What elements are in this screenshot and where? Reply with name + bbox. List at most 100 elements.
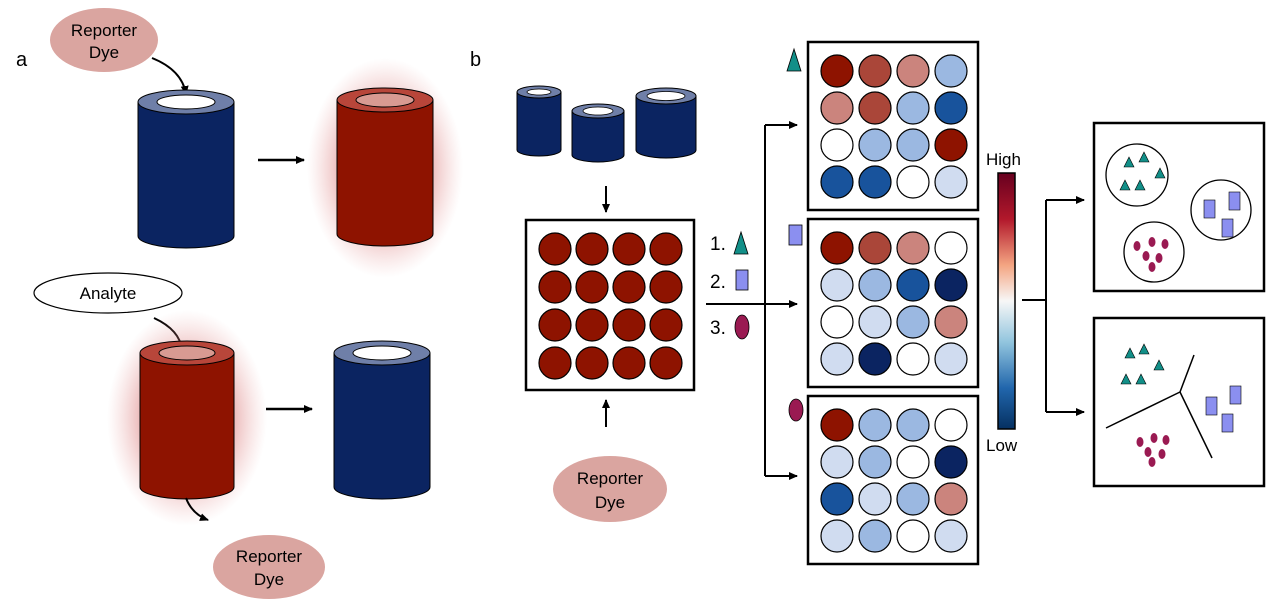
color-scale: High Low bbox=[986, 150, 1021, 455]
initial-well bbox=[649, 346, 683, 380]
heatmap-1-well bbox=[934, 54, 968, 88]
release-arrow bbox=[185, 497, 209, 521]
heatmap-1-well bbox=[934, 128, 968, 162]
heatmap-2-well bbox=[896, 268, 930, 302]
heatmap-2-well bbox=[858, 231, 892, 265]
panel-b-label: b bbox=[470, 49, 481, 71]
heatmap-3-well bbox=[820, 445, 854, 479]
heatmap-2-well bbox=[858, 342, 892, 376]
small-cylinder-1 bbox=[516, 85, 562, 157]
classified-rectangles bbox=[1205, 385, 1242, 433]
bind-arrow-top bbox=[151, 57, 189, 95]
branch-arrows-left bbox=[706, 121, 798, 480]
heatmap-1-well bbox=[858, 54, 892, 88]
heatmap-3-well bbox=[858, 519, 892, 553]
heatmap-3-well bbox=[820, 519, 854, 553]
heatmap-3-well bbox=[896, 408, 930, 442]
heatmap-2-rectangle-icon bbox=[788, 224, 803, 246]
initial-well bbox=[538, 232, 572, 266]
heatmap-1-well bbox=[896, 128, 930, 162]
initial-well bbox=[612, 232, 646, 266]
heatmap-2-well bbox=[896, 231, 930, 265]
classified-triangles bbox=[1120, 343, 1165, 385]
cluster-triangles bbox=[1105, 143, 1169, 207]
initial-well bbox=[649, 270, 683, 304]
heatmap-2-well bbox=[820, 342, 854, 376]
branch-arrows-right bbox=[1022, 196, 1085, 416]
heatmap-3-well bbox=[858, 408, 892, 442]
step-1-triangle-icon bbox=[733, 230, 749, 255]
heatmap-1-well bbox=[858, 91, 892, 125]
heatmap-3-well bbox=[858, 482, 892, 516]
red-cylinder-glowing-bottom bbox=[107, 310, 267, 526]
heatmap-2-well bbox=[934, 231, 968, 265]
initial-well bbox=[575, 308, 609, 342]
heatmap-1-well bbox=[896, 165, 930, 199]
heatmap-wells bbox=[820, 54, 968, 553]
panel-a-label: a bbox=[16, 49, 28, 71]
heatmap-3-well bbox=[820, 408, 854, 442]
initial-wells bbox=[538, 232, 683, 380]
initial-well bbox=[538, 346, 572, 380]
svg-text:Dye: Dye bbox=[254, 570, 284, 589]
step-3-ellipse-icon bbox=[734, 314, 750, 340]
svg-text:Reporter: Reporter bbox=[236, 547, 302, 566]
red-cylinder-glowing-top bbox=[307, 58, 463, 278]
heatmap-3-well bbox=[934, 519, 968, 553]
initial-well bbox=[575, 270, 609, 304]
heatmap-2-well bbox=[934, 342, 968, 376]
initial-well bbox=[612, 308, 646, 342]
heatmap-2-well bbox=[858, 268, 892, 302]
heatmap-1-well bbox=[896, 91, 930, 125]
heatmap-1-well bbox=[896, 54, 930, 88]
heatmap-1-triangle-icon bbox=[786, 47, 802, 72]
analyte-step-list: 1. 2. 3. bbox=[710, 230, 750, 340]
initial-well bbox=[575, 346, 609, 380]
initial-well bbox=[649, 308, 683, 342]
heatmap-3-well bbox=[820, 482, 854, 516]
scale-bar bbox=[997, 172, 1016, 430]
analyte-oval: Analyte bbox=[33, 272, 183, 314]
reporter-dye-b: Reporter Dye bbox=[553, 456, 667, 522]
svg-text:Reporter: Reporter bbox=[577, 469, 643, 488]
svg-text:Dye: Dye bbox=[595, 493, 625, 512]
heatmap-3-well bbox=[896, 482, 930, 516]
blue-cylinder-top-left bbox=[137, 89, 235, 249]
step-3-label: 3. bbox=[710, 318, 726, 339]
heatmap-1-well bbox=[820, 91, 854, 125]
heatmap-2-well bbox=[820, 231, 854, 265]
heatmap-3-well bbox=[896, 519, 930, 553]
heatmap-2-well bbox=[820, 268, 854, 302]
scale-low-label: Low bbox=[986, 436, 1018, 455]
blue-cylinder-bottom-right bbox=[333, 340, 431, 500]
heatmap-1-well bbox=[820, 128, 854, 162]
scale-high-label: High bbox=[986, 150, 1021, 169]
step-2-rectangle-icon bbox=[735, 269, 749, 291]
small-cylinder-3 bbox=[635, 87, 697, 159]
heatmap-1-well bbox=[820, 165, 854, 199]
small-cylinder-2 bbox=[571, 103, 625, 163]
classified-ellipses bbox=[1136, 433, 1170, 467]
heatmap-3-well bbox=[858, 445, 892, 479]
initial-well bbox=[538, 270, 572, 304]
svg-text:Analyte: Analyte bbox=[80, 284, 137, 303]
heatmap-2-well bbox=[896, 305, 930, 339]
heatmap-3-well bbox=[934, 408, 968, 442]
heatmap-2-well bbox=[858, 305, 892, 339]
svg-text:Reporter: Reporter bbox=[71, 21, 137, 40]
heatmap-2-well bbox=[896, 342, 930, 376]
decision-boundaries bbox=[1105, 354, 1213, 459]
step-2-label: 2. bbox=[710, 272, 726, 293]
initial-well bbox=[612, 270, 646, 304]
heatmap-1-well bbox=[934, 165, 968, 199]
heatmap-3-ellipse-icon bbox=[788, 398, 804, 422]
heatmap-1-well bbox=[820, 54, 854, 88]
heatmap-1-well bbox=[934, 91, 968, 125]
initial-well bbox=[575, 232, 609, 266]
step-1-label: 1. bbox=[710, 234, 726, 255]
heatmap-3-well bbox=[934, 482, 968, 516]
reporter-dye-top: Reporter Dye bbox=[50, 8, 158, 72]
heatmap-1-well bbox=[858, 128, 892, 162]
